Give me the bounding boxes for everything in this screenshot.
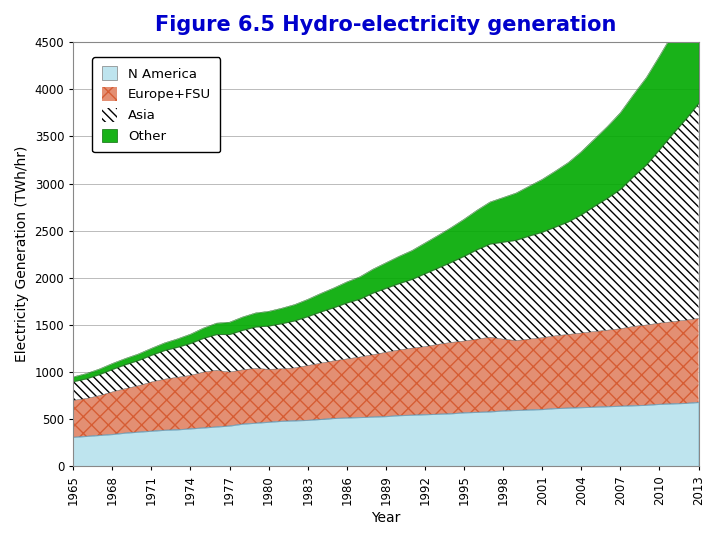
Y-axis label: Electricity Generation (TWh/hr): Electricity Generation (TWh/hr) [15, 146, 29, 362]
X-axis label: Year: Year [372, 511, 400, 525]
Title: Figure 6.5 Hydro-electricity generation: Figure 6.5 Hydro-electricity generation [156, 15, 616, 35]
Legend: N America, Europe+FSU, Asia, Other: N America, Europe+FSU, Asia, Other [92, 57, 220, 152]
